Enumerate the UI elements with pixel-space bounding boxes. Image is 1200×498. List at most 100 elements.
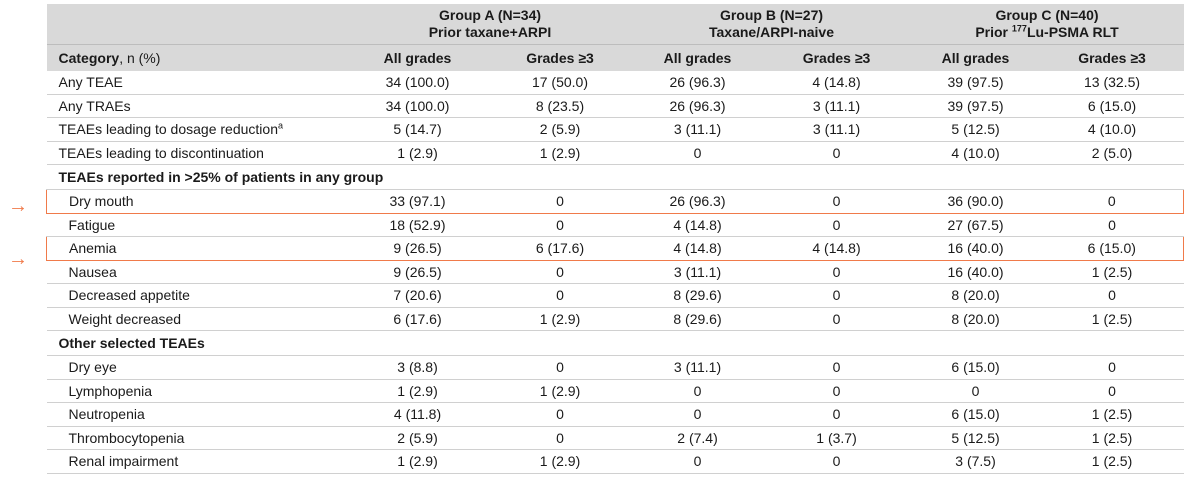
cell-value: 6 (17.6): [347, 307, 488, 331]
cell-value: 2 (5.9): [347, 426, 488, 450]
cell-value: 3 (11.1): [632, 117, 763, 142]
cell-value: 0: [632, 449, 763, 474]
cell-value: 26 (96.3): [632, 189, 763, 214]
cell-value: 4 (10.0): [1040, 117, 1184, 142]
cell-value: 4 (14.8): [762, 71, 911, 95]
section-header-common-teaes: TEAEs reported in >25% of patients in an…: [46, 164, 1184, 190]
row-label: Anemia: [46, 236, 348, 261]
cell-value: 34 (100.0): [347, 71, 488, 95]
cell-value: 33 (97.1): [347, 189, 488, 214]
cell-value: 0: [487, 283, 633, 308]
table-row-weight-decreased: Weight decreased 6 (17.6) 1 (2.9) 8 (29.6) 0…: [46, 307, 1184, 331]
cell-value: 3 (11.1): [762, 94, 911, 118]
cell-value: 4 (10.0): [910, 141, 1041, 165]
section-title: Other selected TEAEs: [46, 330, 1184, 356]
cell-value: 1 (2.9): [347, 449, 488, 474]
group-c-all-grades-header: All grades: [910, 44, 1041, 71]
cell-value: 0: [762, 307, 911, 331]
cell-value: 3 (11.1): [632, 355, 763, 380]
cell-value: 0: [1040, 283, 1184, 308]
cell-value: 6 (17.6): [487, 236, 633, 261]
cell-value: 1 (2.9): [347, 379, 488, 403]
adverse-events-table: Group A (N=34) Prior taxane+ARPI Group B…: [46, 4, 1185, 474]
cell-value: 18 (52.9): [347, 213, 488, 237]
table-row-lymphopenia: Lymphopenia 1 (2.9) 1 (2.9) 0 0 0 0: [46, 379, 1184, 403]
cell-value: 4 (14.8): [762, 236, 911, 261]
cell-value: 36 (90.0): [910, 189, 1041, 214]
category-header: Category, n (%): [46, 44, 348, 71]
cell-value: 26 (96.3): [632, 94, 763, 118]
cell-value: 2 (5.0): [1040, 141, 1184, 165]
cell-value: 5 (14.7): [347, 117, 488, 142]
group-a-title: Group A (N=34): [438, 7, 542, 23]
cell-value: 5 (12.5): [910, 117, 1041, 142]
cell-value: 0: [632, 402, 763, 427]
cell-value: 1 (2.5): [1040, 307, 1184, 331]
cell-value: 0: [487, 355, 633, 380]
row-label: TEAEs leading to discontinuation: [46, 141, 348, 165]
cell-value: 39 (97.5): [910, 71, 1041, 95]
cell-value: 0: [632, 379, 763, 403]
cell-value: 0: [762, 283, 911, 308]
table-row-dry-eye: Dry eye 3 (8.8) 0 3 (11.1) 0 6 (15.0) 0: [46, 355, 1184, 380]
cell-value: 4 (14.8): [632, 213, 763, 237]
table-row-dry-mouth: Dry mouth 33 (97.1) 0 26 (96.3) 0 36 (90.0) 0: [46, 189, 1185, 214]
cell-value: 0: [762, 379, 911, 403]
cell-value: 5 (12.5): [910, 426, 1041, 450]
cell-value: 4 (11.8): [347, 402, 488, 427]
cell-value: 0: [762, 355, 911, 380]
cell-value: 0: [1040, 213, 1184, 237]
cell-value: 3 (11.1): [762, 117, 911, 142]
cell-value: 8 (23.5): [487, 94, 633, 118]
cell-value: 2 (5.9): [487, 117, 633, 142]
row-label: TEAEs leading to dosage reductiona: [46, 117, 348, 142]
cell-value: 0: [487, 426, 633, 450]
cell-value: 4 (14.8): [632, 236, 763, 261]
group-b-title: Group B (N=27): [719, 7, 824, 23]
cell-value: 6 (15.0): [1040, 94, 1184, 118]
cell-value: 0: [487, 213, 633, 237]
table-row-teaes-leading-to-discontinuation: TEAEs leading to discontinuation 1 (2.9) 1…: [46, 141, 1184, 165]
cell-value: 6 (15.0): [910, 402, 1041, 427]
table-row-renal-impairment: Renal impairment 1 (2.9) 1 (2.9) 0 0 3 (7.5) 1…: [46, 449, 1184, 474]
section-title: TEAEs reported in >25% of patients in an…: [46, 164, 1184, 190]
row-label: Dry eye: [46, 355, 348, 380]
row-label: Any TEAE: [46, 71, 348, 95]
cell-value: 13 (32.5): [1040, 71, 1184, 95]
cell-value: 9 (26.5): [347, 236, 488, 261]
cell-value: 26 (96.3): [632, 71, 763, 95]
cell-value: 0: [1040, 379, 1184, 403]
table-row-any-teae: Any TEAE 34 (100.0) 17 (50.0) 26 (96.3) 4 (1…: [46, 71, 1184, 95]
group-c-subtitle: Prior 177Lu-PSMA RLT: [975, 23, 1119, 40]
column-header-row: Category, n (%) All grades Grades ≥3 All…: [46, 44, 1184, 71]
cell-value: 8 (29.6): [632, 283, 763, 308]
group-b-header: Group B (N=27) Taxane/ARPI-naive: [632, 4, 911, 45]
cell-value: 27 (67.5): [910, 213, 1041, 237]
cell-value: 0: [762, 189, 911, 214]
cell-value: 34 (100.0): [347, 94, 488, 118]
table-row-nausea: Nausea 9 (26.5) 0 3 (11.1) 0 16 (40.0) 1 (2.5): [46, 260, 1184, 284]
cell-value: 0: [487, 189, 633, 214]
cell-value: 7 (20.6): [347, 283, 488, 308]
cell-value: 2 (7.4): [632, 426, 763, 450]
cell-value: 1 (2.5): [1040, 260, 1184, 284]
row-label: Neutropenia: [46, 402, 348, 427]
row-label: Dry mouth: [46, 189, 348, 214]
table-row-thrombocytopenia: Thrombocytopenia 2 (5.9) 0 2 (7.4) 1 (3.7) 5 …: [46, 426, 1184, 450]
row-label: Any TRAEs: [46, 94, 348, 118]
table-row-decreased-appetite: Decreased appetite 7 (20.6) 0 8 (29.6) 0 8 (2…: [46, 283, 1184, 308]
cell-value: 1 (2.9): [487, 379, 633, 403]
arrow-anemia: →: [8, 248, 28, 270]
group-a-subtitle: Prior taxane+ARPI: [428, 24, 552, 40]
cell-value: 0: [1040, 355, 1184, 380]
group-b-subtitle: Taxane/ARPI-naive: [709, 24, 835, 40]
cell-value: 6 (15.0): [1040, 236, 1185, 261]
group-header-blank: [46, 4, 348, 45]
group-a-all-grades-header: All grades: [347, 44, 488, 71]
cell-value: 3 (11.1): [632, 260, 763, 284]
cell-value: 3 (7.5): [910, 449, 1041, 474]
cell-value: 0: [487, 402, 633, 427]
cell-value: 1 (2.5): [1040, 449, 1184, 474]
table-row-fatigue: Fatigue 18 (52.9) 0 4 (14.8) 0 27 (67.5) 0: [46, 213, 1184, 237]
cell-value: 8 (20.0): [910, 307, 1041, 331]
